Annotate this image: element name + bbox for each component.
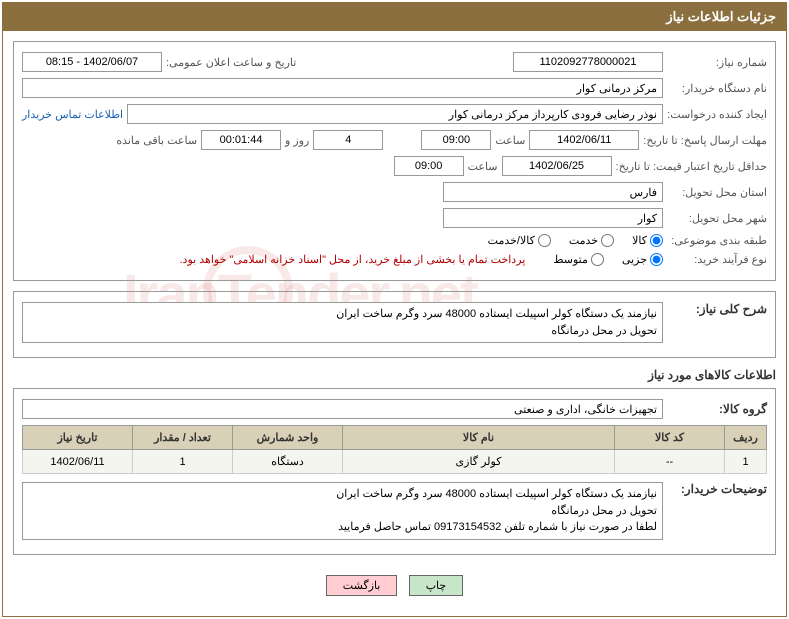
creator-label: ایجاد کننده درخواست: bbox=[667, 108, 767, 121]
deadline-time-label: ساعت bbox=[495, 134, 525, 147]
days-label: روز و bbox=[285, 134, 309, 147]
announce-input[interactable] bbox=[22, 52, 162, 72]
remaining-label: ساعت باقی مانده bbox=[116, 134, 197, 147]
th-date: تاریخ نیاز bbox=[23, 426, 133, 450]
th-code: کد کالا bbox=[615, 426, 725, 450]
buyer-notes-textarea[interactable] bbox=[22, 482, 663, 540]
radio-service[interactable]: خدمت bbox=[569, 234, 614, 247]
th-unit: واحد شمارش bbox=[233, 426, 343, 450]
remaining-input[interactable] bbox=[201, 130, 281, 150]
radio-both[interactable]: کالا/خدمت bbox=[488, 234, 551, 247]
cell-name: کولر گازی bbox=[343, 450, 615, 474]
group-input[interactable] bbox=[22, 399, 663, 419]
payment-note: پرداخت تمام یا بخشی از مبلغ خرید، از محل… bbox=[180, 253, 526, 266]
province-label: استان محل تحویل: bbox=[667, 186, 767, 199]
validity-label: حداقل تاریخ اعتبار قیمت: تا تاریخ: bbox=[616, 160, 767, 173]
radio-minor[interactable]: جزیی bbox=[622, 253, 663, 266]
contact-link[interactable]: اطلاعات تماس خریدار bbox=[22, 108, 123, 121]
city-input[interactable] bbox=[443, 208, 663, 228]
button-bar: چاپ بازگشت bbox=[13, 565, 776, 606]
group-label: گروه کالا: bbox=[667, 402, 767, 416]
table-header-row: ردیف کد کالا نام کالا واحد شمارش تعداد /… bbox=[23, 426, 767, 450]
desc-textarea[interactable] bbox=[22, 302, 663, 343]
province-input[interactable] bbox=[443, 182, 663, 202]
deadline-label: مهلت ارسال پاسخ: تا تاریخ: bbox=[643, 134, 767, 147]
main-panel: جزئیات اطلاعات نیاز IranTender.net شماره… bbox=[2, 2, 787, 617]
panel-title: جزئیات اطلاعات نیاز bbox=[666, 9, 776, 24]
deadline-date-input[interactable] bbox=[529, 130, 639, 150]
category-label: طبقه بندی موضوعی: bbox=[667, 234, 767, 247]
deadline-time-input[interactable] bbox=[421, 130, 491, 150]
announce-label: تاریخ و ساعت اعلان عمومی: bbox=[166, 56, 296, 69]
validity-time-input[interactable] bbox=[394, 156, 464, 176]
desc-label: شرح کلی نیاز: bbox=[667, 302, 767, 316]
items-fieldset: گروه کالا: ردیف کد کالا نام کالا واحد شم… bbox=[13, 388, 776, 555]
validity-time-label: ساعت bbox=[468, 160, 498, 173]
desc-fieldset: شرح کلی نیاز: bbox=[13, 291, 776, 358]
category-radio-group: کالا خدمت کالا/خدمت bbox=[488, 234, 663, 247]
back-button[interactable]: بازگشت bbox=[326, 575, 398, 596]
process-label: نوع فرآیند خرید: bbox=[667, 253, 767, 266]
items-section-title: اطلاعات کالاهای مورد نیاز bbox=[13, 368, 776, 382]
panel-header: جزئیات اطلاعات نیاز bbox=[3, 3, 786, 31]
th-row: ردیف bbox=[725, 426, 767, 450]
buyer-label: نام دستگاه خریدار: bbox=[667, 82, 767, 95]
cell-qty: 1 bbox=[133, 450, 233, 474]
items-table: ردیف کد کالا نام کالا واحد شمارش تعداد /… bbox=[22, 425, 767, 474]
process-radio-group: جزیی متوسط bbox=[553, 253, 663, 266]
table-row: 1 -- کولر گازی دستگاه 1 1402/06/11 bbox=[23, 450, 767, 474]
cell-unit: دستگاه bbox=[233, 450, 343, 474]
cell-code: -- bbox=[615, 450, 725, 474]
print-button[interactable]: چاپ bbox=[409, 575, 464, 596]
creator-input[interactable] bbox=[127, 104, 663, 124]
reqno-input[interactable] bbox=[513, 52, 663, 72]
city-label: شهر محل تحویل: bbox=[667, 212, 767, 225]
th-name: نام کالا bbox=[343, 426, 615, 450]
buyer-notes-label: توضیحات خریدار: bbox=[667, 482, 767, 496]
info-fieldset: شماره نیاز: تاریخ و ساعت اعلان عمومی: نا… bbox=[13, 41, 776, 281]
radio-medium[interactable]: متوسط bbox=[553, 253, 604, 266]
radio-goods[interactable]: کالا bbox=[632, 234, 663, 247]
buyer-input[interactable] bbox=[22, 78, 663, 98]
cell-row: 1 bbox=[725, 450, 767, 474]
reqno-label: شماره نیاز: bbox=[667, 56, 767, 69]
days-input[interactable] bbox=[313, 130, 383, 150]
validity-date-input[interactable] bbox=[502, 156, 612, 176]
cell-date: 1402/06/11 bbox=[23, 450, 133, 474]
th-qty: تعداد / مقدار bbox=[133, 426, 233, 450]
